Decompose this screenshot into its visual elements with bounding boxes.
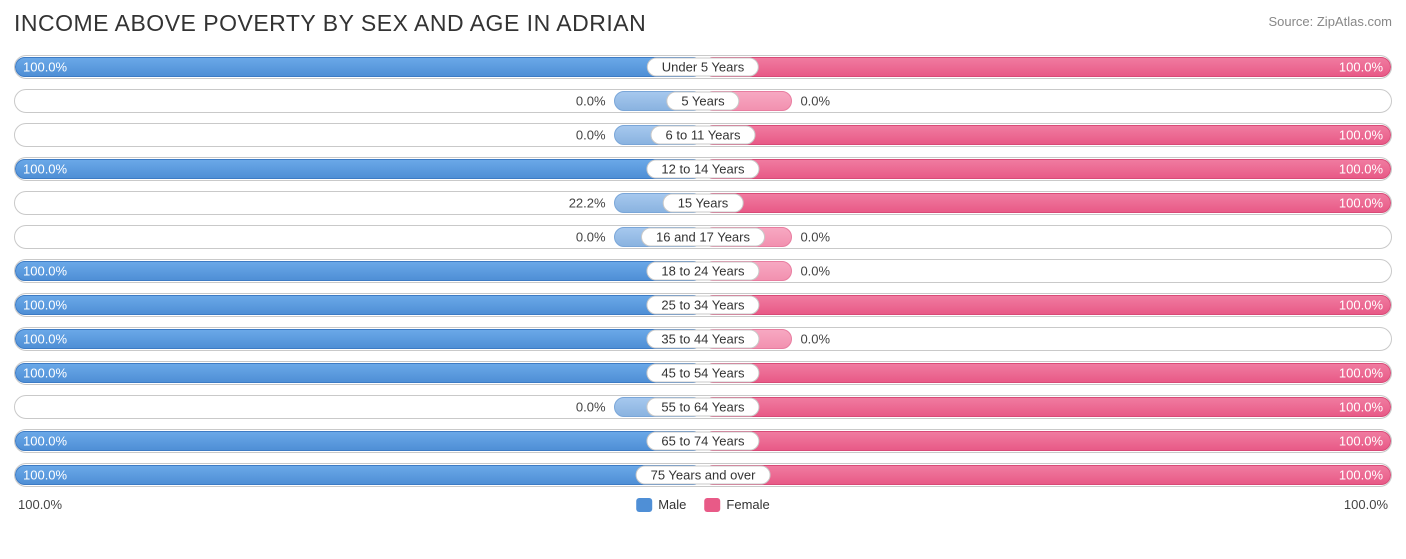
male-bar xyxy=(15,363,703,383)
male-value-label: 22.2% xyxy=(569,196,606,211)
category-label: 5 Years xyxy=(666,92,739,111)
category-label: Under 5 Years xyxy=(647,58,759,77)
legend-label-female: Female xyxy=(726,497,769,512)
male-bar xyxy=(15,57,703,77)
category-label: 45 to 54 Years xyxy=(646,364,759,383)
female-bar xyxy=(703,193,1391,213)
category-label: 16 and 17 Years xyxy=(641,228,765,247)
bar-row: 100.0% 100.0% 45 to 54 Years xyxy=(14,361,1392,385)
bar-row: 100.0% 0.0% 18 to 24 Years xyxy=(14,259,1392,283)
chart-source: Source: ZipAtlas.com xyxy=(1268,14,1392,29)
female-bar xyxy=(703,159,1391,179)
category-label: 25 to 34 Years xyxy=(646,296,759,315)
male-bar xyxy=(15,261,703,281)
male-value-label: 0.0% xyxy=(576,128,606,143)
male-value-label: 0.0% xyxy=(576,230,606,245)
category-label: 15 Years xyxy=(663,194,744,213)
female-bar xyxy=(703,295,1391,315)
male-value-label: 0.0% xyxy=(576,400,606,415)
category-label: 35 to 44 Years xyxy=(646,330,759,349)
female-bar xyxy=(703,465,1391,485)
chart-header: INCOME ABOVE POVERTY BY SEX AND AGE IN A… xyxy=(14,10,1392,37)
category-label: 18 to 24 Years xyxy=(646,262,759,281)
female-value-label: 0.0% xyxy=(800,264,830,279)
axis-tick-right: 100.0% xyxy=(1344,497,1388,512)
female-bar xyxy=(703,431,1391,451)
female-value-label: 100.0% xyxy=(1339,434,1383,449)
bar-row: 0.0% 100.0% 55 to 64 Years xyxy=(14,395,1392,419)
legend-swatch-male xyxy=(636,498,652,512)
male-value-label: 100.0% xyxy=(23,434,67,449)
female-value-label: 0.0% xyxy=(800,94,830,109)
male-value-label: 100.0% xyxy=(23,60,67,75)
category-label: 65 to 74 Years xyxy=(646,432,759,451)
category-label: 6 to 11 Years xyxy=(651,126,756,145)
female-value-label: 0.0% xyxy=(800,230,830,245)
male-value-label: 0.0% xyxy=(576,94,606,109)
male-value-label: 100.0% xyxy=(23,366,67,381)
male-bar xyxy=(15,295,703,315)
female-value-label: 100.0% xyxy=(1339,400,1383,415)
legend-label-male: Male xyxy=(658,497,686,512)
legend: Male Female xyxy=(636,497,770,512)
male-value-label: 100.0% xyxy=(23,162,67,177)
bar-row: 22.2% 100.0% 15 Years xyxy=(14,191,1392,215)
bar-row: 100.0% 100.0% 65 to 74 Years xyxy=(14,429,1392,453)
bar-row: 100.0% 100.0% Under 5 Years xyxy=(14,55,1392,79)
category-label: 55 to 64 Years xyxy=(646,398,759,417)
female-value-label: 100.0% xyxy=(1339,60,1383,75)
female-bar xyxy=(703,397,1391,417)
male-value-label: 100.0% xyxy=(23,264,67,279)
male-bar xyxy=(15,329,703,349)
female-bar xyxy=(703,125,1391,145)
female-value-label: 100.0% xyxy=(1339,196,1383,211)
bar-row: 0.0% 100.0% 6 to 11 Years xyxy=(14,123,1392,147)
male-value-label: 100.0% xyxy=(23,332,67,347)
female-bar xyxy=(703,363,1391,383)
legend-item-male: Male xyxy=(636,497,686,512)
male-bar xyxy=(15,465,703,485)
female-value-label: 100.0% xyxy=(1339,468,1383,483)
female-value-label: 0.0% xyxy=(800,332,830,347)
bar-row: 100.0% 0.0% 35 to 44 Years xyxy=(14,327,1392,351)
female-value-label: 100.0% xyxy=(1339,162,1383,177)
x-axis: 100.0% Male Female 100.0% xyxy=(14,497,1392,517)
legend-swatch-female xyxy=(704,498,720,512)
bar-row: 100.0% 100.0% 25 to 34 Years xyxy=(14,293,1392,317)
female-bar xyxy=(703,57,1391,77)
male-value-label: 100.0% xyxy=(23,298,67,313)
category-label: 75 Years and over xyxy=(636,466,771,485)
category-label: 12 to 14 Years xyxy=(646,160,759,179)
diverging-bar-chart: 100.0% 100.0% Under 5 Years 0.0% 0.0% 5 Years… xyxy=(14,55,1392,487)
axis-tick-left: 100.0% xyxy=(18,497,62,512)
chart-title: INCOME ABOVE POVERTY BY SEX AND AGE IN A… xyxy=(14,10,646,37)
male-value-label: 100.0% xyxy=(23,468,67,483)
female-value-label: 100.0% xyxy=(1339,298,1383,313)
female-value-label: 100.0% xyxy=(1339,366,1383,381)
male-bar xyxy=(15,159,703,179)
female-value-label: 100.0% xyxy=(1339,128,1383,143)
bar-row: 0.0% 0.0% 5 Years xyxy=(14,89,1392,113)
bar-row: 100.0% 100.0% 12 to 14 Years xyxy=(14,157,1392,181)
bar-row: 0.0% 0.0% 16 and 17 Years xyxy=(14,225,1392,249)
bar-row: 100.0% 100.0% 75 Years and over xyxy=(14,463,1392,487)
legend-item-female: Female xyxy=(704,497,769,512)
male-bar xyxy=(15,431,703,451)
